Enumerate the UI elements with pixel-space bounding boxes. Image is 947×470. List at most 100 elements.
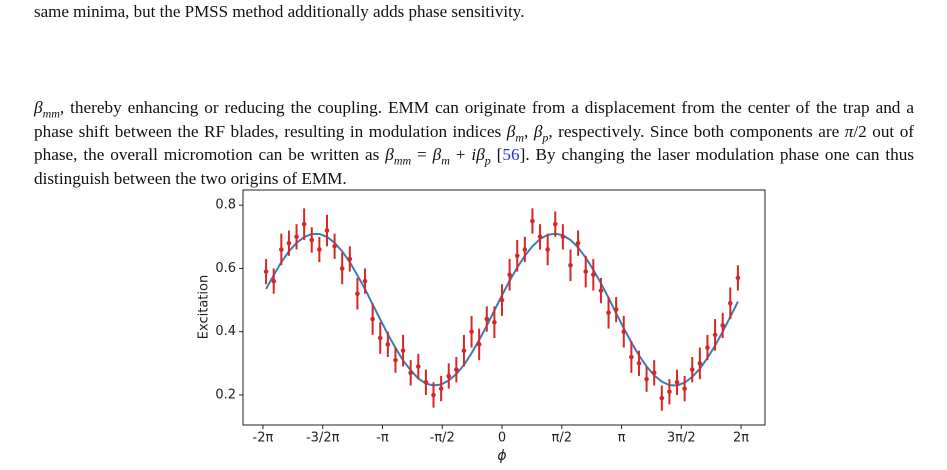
data-point	[591, 272, 596, 278]
data-point	[324, 228, 330, 233]
data-point	[667, 389, 672, 395]
data-point	[393, 357, 398, 363]
x-tick-label: 0	[498, 431, 506, 446]
x-tick-label: -3/2π	[306, 431, 340, 446]
x-tick-label: π/2	[552, 431, 572, 446]
data-point	[499, 297, 505, 303]
x-tick-label: -π/2	[430, 431, 455, 446]
data-point	[727, 300, 733, 306]
data-point	[476, 342, 482, 347]
data-point	[712, 332, 718, 338]
data-point	[537, 234, 543, 240]
data-point	[674, 380, 680, 385]
data-point	[355, 291, 360, 297]
data-point	[431, 392, 436, 398]
data-point	[629, 354, 634, 360]
y-axis-label: Excitation	[197, 275, 212, 339]
data-point	[697, 361, 703, 366]
text: , thereby enhancing or reducing the coup…	[34, 98, 914, 141]
data-point	[377, 335, 383, 341]
data-point	[347, 256, 353, 262]
data-point	[385, 342, 391, 347]
data-point	[263, 269, 269, 274]
data-point	[568, 262, 573, 268]
data-point	[705, 345, 710, 350]
data-point	[317, 247, 322, 252]
plot-frame	[242, 189, 766, 426]
data-point	[514, 253, 520, 259]
math: β	[533, 121, 543, 141]
text: , respectively. Since both components ar…	[548, 121, 845, 141]
math-sub: p	[542, 129, 549, 144]
top-line: same minima, but the PMSS method additio…	[34, 2, 525, 21]
data-point	[651, 370, 657, 376]
math-sub: m	[515, 129, 524, 144]
data-point	[400, 348, 406, 353]
data-point	[720, 323, 725, 328]
data-point	[644, 376, 649, 382]
text: ,	[524, 121, 534, 141]
text: [	[490, 145, 503, 164]
data-point	[469, 329, 474, 334]
math-op: =	[411, 145, 433, 164]
x-tick-label: 2π	[733, 431, 749, 446]
math: β	[385, 145, 394, 164]
data-point	[294, 234, 299, 240]
data-point	[484, 316, 490, 322]
data-point	[636, 361, 642, 366]
data-point	[598, 288, 604, 293]
data-point	[606, 310, 611, 316]
math-sub: p	[484, 153, 491, 168]
data-point	[271, 278, 277, 284]
data-point	[583, 269, 589, 274]
data-point	[332, 243, 337, 249]
data-point	[301, 221, 307, 227]
math: i	[471, 145, 477, 164]
paragraph: βmm, thereby enhancing or reducing the c…	[34, 96, 914, 190]
data-point	[339, 266, 345, 271]
data-point	[575, 240, 581, 246]
y-tick-label: 0.6	[215, 261, 236, 276]
math: β	[476, 145, 485, 164]
data-point	[522, 247, 528, 252]
x-axis-label: ϕ	[497, 448, 506, 464]
math-sub: mm	[42, 106, 60, 121]
math-sub: m	[441, 153, 450, 168]
data-point	[415, 364, 421, 369]
math: π	[844, 121, 854, 141]
math: β	[506, 121, 516, 141]
data-point	[309, 237, 315, 243]
math-op: +	[449, 145, 472, 164]
text: /2 out of phase, the overall micromotion…	[34, 121, 915, 165]
y-tick-label: 0.4	[215, 324, 236, 339]
data-point	[438, 386, 444, 391]
data-point	[446, 373, 452, 379]
data-point	[370, 316, 375, 322]
text: ]. By changing the laser modulation phas…	[34, 145, 914, 188]
x-tick-label: 3π/2	[667, 431, 696, 446]
y-tick-label: 0.2	[215, 387, 236, 402]
data-point	[552, 221, 558, 227]
data-point	[560, 234, 566, 240]
data-point	[461, 348, 467, 353]
data-point	[279, 247, 284, 252]
data-point	[659, 395, 665, 401]
data-point	[689, 367, 695, 372]
data-point	[492, 319, 497, 325]
data-point	[621, 329, 627, 334]
data-point	[507, 272, 512, 278]
data-point	[613, 307, 619, 312]
data-point	[735, 275, 741, 281]
x-tick-label: -2π	[253, 431, 274, 446]
citation[interactable]: 56	[502, 145, 520, 164]
data-point	[545, 247, 550, 252]
math: β	[432, 145, 442, 164]
data-point	[286, 240, 292, 246]
x-tick-label: -π	[376, 431, 389, 446]
data-point	[454, 367, 459, 372]
y-tick-label: 0.8	[215, 198, 236, 213]
data-point	[408, 370, 413, 376]
math: β	[34, 98, 43, 117]
data-point	[362, 278, 368, 284]
